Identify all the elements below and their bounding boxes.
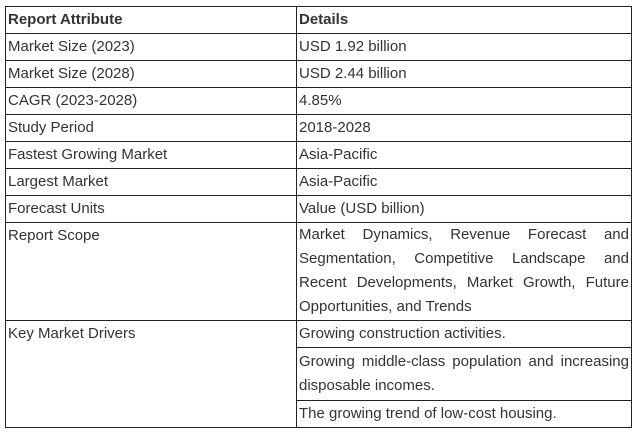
report-attributes-table: Report Attribute Details Market Size (20… (5, 6, 632, 428)
attr-cell: Study Period (5, 114, 297, 142)
attr-cell: Market Size (2023) (5, 33, 297, 61)
driver-cell: Growing middle-class population and incr… (296, 347, 632, 401)
detail-cell: 2018-2028 (296, 114, 632, 142)
driver-cell: Growing construction activities. (296, 320, 632, 348)
detail-cell: USD 1.92 billion (296, 33, 632, 61)
attr-cell: CAGR (2023-2028) (5, 87, 297, 115)
table-row: Fastest Growing Market Asia-Pacific (5, 141, 632, 169)
table-row: Market Size (2028) USD 2.44 billion (5, 60, 632, 88)
attr-cell: Largest Market (5, 168, 297, 196)
attr-cell: Key Market Drivers (5, 320, 297, 428)
detail-cell: Asia-Pacific (296, 168, 632, 196)
table-row: The growing trend of low-cost housing. (6, 400, 632, 428)
attr-cell: Market Size (2028) (5, 60, 297, 88)
detail-cell: Value (USD billion) (296, 195, 632, 223)
table-row: Key Market Drivers Growing construction … (5, 320, 632, 428)
table-row: Largest Market Asia-Pacific (5, 168, 632, 196)
driver-cell: The growing trend of low-cost housing. (296, 400, 632, 428)
attr-cell: Fastest Growing Market (5, 141, 297, 169)
table-header-row: Report Attribute Details (5, 6, 632, 34)
table-row: Market Size (2023) USD 1.92 billion (5, 33, 632, 61)
detail-cell: USD 2.44 billion (296, 60, 632, 88)
table-row: Study Period 2018-2028 (5, 114, 632, 142)
attr-cell: Forecast Units (5, 195, 297, 223)
attr-cell: Report Scope (5, 222, 297, 321)
table-row: Report Scope Market Dynamics, Revenue For… (5, 222, 632, 321)
table-row: Growing middle-class population and incr… (6, 347, 632, 401)
table-row: CAGR (2023-2028) 4.85% (5, 87, 632, 115)
header-report-attribute: Report Attribute (5, 6, 297, 34)
detail-cell: Market Dynamics, Revenue Forecast and Se… (296, 222, 632, 321)
header-details: Details (296, 6, 632, 34)
table-row: Forecast Units Value (USD billion) (5, 195, 632, 223)
detail-cell: 4.85% (296, 87, 632, 115)
detail-cell: Asia-Pacific (296, 141, 632, 169)
